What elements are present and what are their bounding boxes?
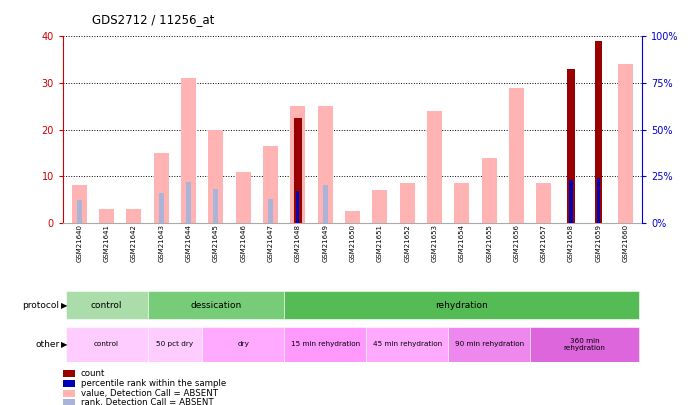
Bar xyxy=(530,327,639,362)
Bar xyxy=(366,327,448,362)
Text: value, Detection Call = ABSENT: value, Detection Call = ABSENT xyxy=(81,389,218,398)
Bar xyxy=(595,41,602,223)
Text: GSM21642: GSM21642 xyxy=(131,224,137,262)
Bar xyxy=(202,327,284,362)
Text: GSM21643: GSM21643 xyxy=(158,224,164,262)
Text: GSM21656: GSM21656 xyxy=(514,224,519,262)
Text: GSM21650: GSM21650 xyxy=(350,224,355,262)
Bar xyxy=(318,107,333,223)
Bar xyxy=(147,327,202,362)
Text: GSM21641: GSM21641 xyxy=(103,224,110,262)
Bar xyxy=(158,193,163,223)
Text: GSM21644: GSM21644 xyxy=(186,224,191,262)
Text: ▶: ▶ xyxy=(61,301,67,310)
Text: GSM21645: GSM21645 xyxy=(213,224,219,262)
Text: 15 min rehydration: 15 min rehydration xyxy=(290,341,359,347)
Bar xyxy=(284,327,366,362)
Text: ▶: ▶ xyxy=(61,340,67,349)
Text: percentile rank within the sample: percentile rank within the sample xyxy=(81,379,226,388)
Text: GSM21659: GSM21659 xyxy=(595,224,602,262)
Bar xyxy=(597,178,600,223)
Text: rank, Detection Call = ABSENT: rank, Detection Call = ABSENT xyxy=(81,399,214,405)
Bar xyxy=(509,88,524,223)
Bar xyxy=(66,291,147,320)
Text: GSM21646: GSM21646 xyxy=(240,224,246,262)
Text: GSM21654: GSM21654 xyxy=(459,224,465,262)
Bar xyxy=(154,153,169,223)
Bar xyxy=(284,291,639,320)
Text: rehydration: rehydration xyxy=(436,301,488,310)
Bar xyxy=(214,189,218,223)
Bar xyxy=(454,183,469,223)
Bar xyxy=(372,190,387,223)
Bar xyxy=(322,185,327,223)
Text: GSM21660: GSM21660 xyxy=(623,224,629,262)
Bar xyxy=(181,78,196,223)
Bar xyxy=(290,107,305,223)
Bar xyxy=(72,185,87,223)
Bar xyxy=(294,118,302,223)
Bar xyxy=(236,172,251,223)
Bar xyxy=(567,69,575,223)
Text: GSM21647: GSM21647 xyxy=(267,224,274,262)
Text: 45 min rehydration: 45 min rehydration xyxy=(373,341,442,347)
Bar xyxy=(66,327,147,362)
Text: 90 min rehydration: 90 min rehydration xyxy=(454,341,524,347)
Bar xyxy=(296,191,299,223)
Bar xyxy=(147,291,284,320)
Text: control: control xyxy=(91,301,122,310)
Text: GSM21649: GSM21649 xyxy=(322,224,328,262)
Bar xyxy=(400,183,415,223)
Text: other: other xyxy=(35,340,59,349)
Text: GSM21640: GSM21640 xyxy=(76,224,82,262)
Text: GSM21658: GSM21658 xyxy=(568,224,574,262)
Text: GSM21651: GSM21651 xyxy=(377,224,383,262)
Text: GSM21655: GSM21655 xyxy=(486,224,492,262)
Text: dry: dry xyxy=(237,341,249,347)
Bar xyxy=(448,327,530,362)
Text: protocol: protocol xyxy=(22,301,59,310)
Bar xyxy=(427,111,442,223)
Bar xyxy=(263,146,278,223)
Bar xyxy=(345,211,360,223)
Text: dessication: dessication xyxy=(191,301,242,310)
Text: GSM21657: GSM21657 xyxy=(541,224,547,262)
Text: count: count xyxy=(81,369,105,378)
Text: GDS2712 / 11256_at: GDS2712 / 11256_at xyxy=(92,13,214,26)
Bar xyxy=(77,200,82,223)
Bar xyxy=(482,158,497,223)
Bar xyxy=(536,183,551,223)
Text: GSM21653: GSM21653 xyxy=(431,224,438,262)
Bar xyxy=(186,182,191,223)
Text: 360 min
rehydration: 360 min rehydration xyxy=(564,338,606,351)
Text: control: control xyxy=(94,341,119,347)
Bar xyxy=(99,209,114,223)
Bar xyxy=(208,130,223,223)
Text: GSM21652: GSM21652 xyxy=(404,224,410,262)
Text: GSM21648: GSM21648 xyxy=(295,224,301,262)
Bar xyxy=(618,64,633,223)
Bar xyxy=(126,209,142,223)
Bar xyxy=(268,198,273,223)
Bar xyxy=(570,180,573,223)
Text: 50 pct dry: 50 pct dry xyxy=(156,341,193,347)
